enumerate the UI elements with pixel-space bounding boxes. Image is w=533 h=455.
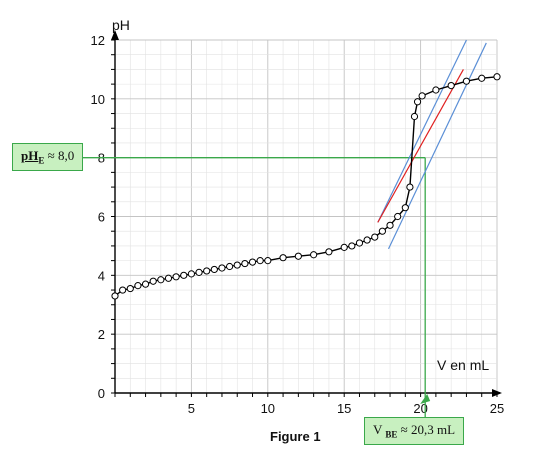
data-point — [310, 251, 318, 259]
y-tick-label: 12 — [91, 33, 105, 48]
v-label-subscript: BE — [385, 429, 398, 440]
data-point — [348, 242, 356, 250]
data-point — [394, 212, 402, 221]
data-point — [462, 77, 471, 85]
data-point — [218, 264, 226, 272]
x-tick-label: 20 — [413, 401, 427, 416]
data-point — [248, 258, 257, 266]
axes — [111, 30, 502, 397]
data-point — [210, 265, 218, 274]
data-point — [157, 276, 165, 284]
data-points — [111, 73, 501, 300]
data-point — [493, 73, 501, 81]
figure-caption: Figure 1 — [270, 429, 321, 444]
v-equivalence-value: ≈ 20,3 mL — [397, 422, 456, 437]
y-tick-label: 4 — [98, 268, 105, 283]
y-tick-label: 10 — [91, 92, 105, 107]
y-axis-arrow — [111, 30, 119, 40]
data-point — [410, 112, 419, 121]
data-point — [355, 239, 364, 247]
data-point — [203, 267, 211, 275]
x-tick-label: 10 — [261, 401, 275, 416]
x-tick-label: 15 — [337, 401, 351, 416]
data-point — [119, 286, 127, 294]
ph-equivalence-value: ≈ 8,0 — [44, 148, 75, 163]
v-label: V — [373, 422, 386, 437]
titration-curve — [114, 76, 498, 297]
data-point — [195, 268, 203, 276]
data-point — [340, 243, 348, 251]
data-point — [418, 92, 426, 100]
data-point — [363, 236, 371, 244]
grid — [114, 39, 498, 394]
tangent-lines — [377, 39, 487, 250]
data-point — [233, 261, 241, 269]
data-point — [478, 74, 486, 82]
data-point — [187, 270, 195, 278]
data-point — [264, 257, 272, 265]
data-point — [172, 273, 180, 281]
data-point — [149, 277, 157, 285]
ph-label: pH — [21, 148, 39, 163]
tangent-line — [377, 69, 464, 223]
data-point — [180, 271, 188, 279]
data-point — [226, 262, 234, 271]
y-tick-label: 2 — [98, 327, 105, 342]
tangent-line — [377, 39, 467, 223]
data-point — [447, 81, 455, 90]
equivalence-guides — [75, 157, 431, 417]
data-point — [241, 259, 249, 268]
data-point — [279, 254, 287, 262]
data-point — [141, 280, 150, 288]
data-point — [111, 292, 119, 300]
v-equivalence-arrow — [420, 394, 431, 404]
data-point — [413, 98, 422, 106]
x-tick-label: 5 — [188, 401, 195, 416]
data-point — [134, 282, 142, 290]
data-point — [325, 248, 333, 256]
data-point — [294, 252, 302, 260]
data-point — [164, 274, 173, 282]
data-point — [386, 221, 394, 229]
data-point — [126, 284, 134, 293]
data-point — [406, 183, 414, 191]
data-point — [432, 86, 440, 94]
ph-curve — [114, 76, 498, 297]
ph-equivalence-box: pHE ≈ 8,0 — [12, 143, 84, 171]
y-axis-label: pH — [112, 17, 130, 33]
data-point — [378, 227, 386, 235]
data-point — [401, 204, 409, 212]
x-axis-label: V en mL — [437, 357, 489, 373]
y-tick-label: 0 — [98, 386, 105, 401]
data-point — [256, 257, 264, 265]
v-equivalence-box: V BE ≈ 20,3 mL — [364, 417, 465, 445]
ph-label-subscript: E — [38, 155, 45, 166]
data-point — [371, 233, 379, 241]
x-tick-label: 25 — [490, 401, 504, 416]
y-tick-label: 6 — [98, 210, 105, 225]
tangent-line — [387, 42, 487, 250]
